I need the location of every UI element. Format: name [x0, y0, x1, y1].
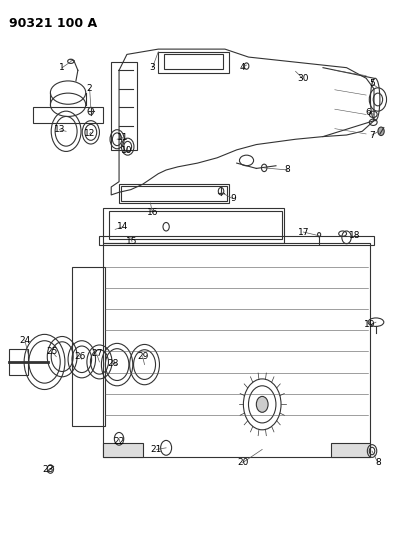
Text: 1: 1	[59, 63, 65, 72]
Text: 14: 14	[117, 222, 129, 231]
Text: 12: 12	[84, 130, 95, 139]
Text: 7: 7	[369, 131, 375, 140]
Text: 30: 30	[297, 74, 308, 83]
Text: 90321 100 A: 90321 100 A	[9, 17, 97, 30]
Text: 23: 23	[42, 465, 53, 473]
Text: 8: 8	[375, 458, 381, 467]
Circle shape	[256, 397, 268, 413]
Text: 29: 29	[137, 352, 148, 361]
Text: 8: 8	[285, 166, 291, 174]
Text: 18: 18	[349, 231, 360, 240]
Text: 2: 2	[87, 84, 92, 93]
Text: 11: 11	[117, 133, 129, 142]
Circle shape	[378, 127, 384, 135]
Bar	[103, 442, 143, 457]
Bar	[158, 52, 229, 73]
Text: 15: 15	[126, 237, 138, 246]
Text: 3: 3	[150, 63, 155, 72]
Bar	[72, 266, 105, 425]
Text: 27: 27	[91, 350, 102, 359]
Text: 26: 26	[74, 352, 86, 361]
Bar	[164, 54, 223, 69]
Bar	[100, 236, 374, 245]
Text: 5: 5	[369, 79, 375, 88]
Text: 10: 10	[121, 147, 133, 156]
Bar	[331, 442, 370, 457]
Text: 19: 19	[364, 320, 376, 329]
Text: 22: 22	[113, 437, 125, 446]
Bar	[121, 187, 227, 201]
Text: 9: 9	[230, 194, 236, 203]
Bar	[9, 349, 28, 375]
Text: 6: 6	[365, 108, 371, 117]
Text: 16: 16	[147, 208, 158, 217]
Text: 17: 17	[298, 228, 309, 237]
Bar	[119, 184, 229, 203]
Bar	[111, 62, 137, 150]
Text: 21: 21	[150, 445, 162, 454]
Bar	[103, 208, 284, 243]
Text: 24: 24	[19, 336, 30, 345]
Text: 20: 20	[237, 458, 248, 467]
Bar	[103, 243, 370, 457]
Text: 25: 25	[46, 347, 57, 356]
Bar	[109, 212, 282, 239]
Text: 13: 13	[54, 125, 65, 134]
Text: 4: 4	[240, 63, 245, 72]
Text: 28: 28	[107, 359, 119, 367]
Bar	[33, 108, 103, 123]
